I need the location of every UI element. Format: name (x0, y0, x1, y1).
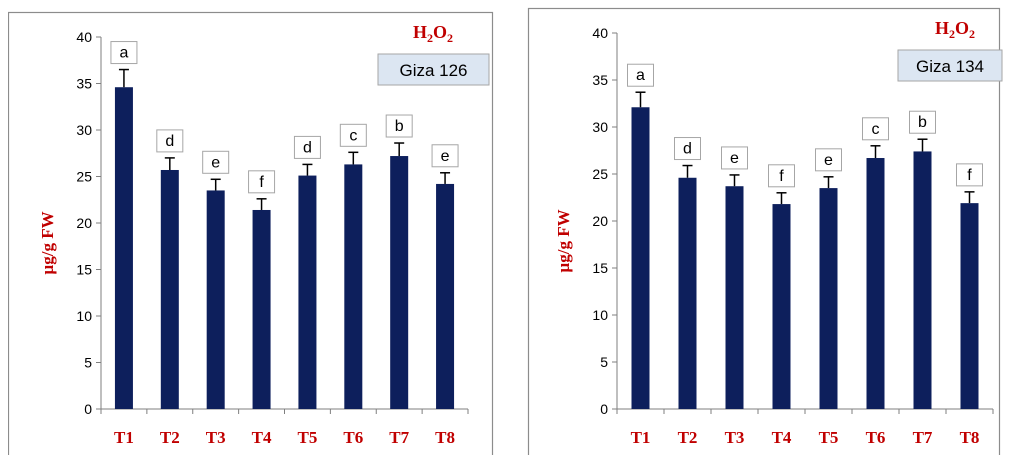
x-tick-label: T8 (960, 428, 980, 447)
bar-t5 (298, 175, 317, 409)
significance-letter: b (918, 114, 927, 131)
significance-letter: d (165, 133, 174, 150)
significance-box (815, 148, 842, 172)
cultivar-label: Giza 134 (916, 57, 984, 76)
bar-t3 (206, 190, 225, 409)
bar-t2 (160, 169, 179, 409)
bar-chart-giza-126: 0 5 10 15 20 25 30 35 40 µg/g FW a T1 d T2 e T3 f T4 d T5 c T… (8, 11, 494, 455)
bar-t7 (913, 151, 932, 409)
significance-letter: d (303, 139, 312, 156)
cultivar-label: Giza 126 (399, 61, 467, 80)
y-tick-label: 40 (592, 25, 608, 41)
chart-title: H2O2 (935, 18, 975, 41)
chart-frame (527, 7, 1001, 455)
y-tick-label: 5 (600, 354, 608, 370)
x-tick-label: T2 (160, 428, 180, 447)
significance-box (627, 63, 654, 87)
significance-box (202, 150, 230, 174)
y-tick-label: 15 (592, 260, 608, 276)
x-tick-label: T1 (631, 428, 651, 447)
bar-t1 (114, 87, 133, 409)
significance-letter: e (824, 152, 833, 169)
significance-letter: b (395, 118, 404, 135)
y-tick-label: 20 (76, 215, 92, 231)
x-tick-label: T7 (389, 428, 409, 447)
y-tick-label: 10 (76, 308, 92, 324)
significance-box (431, 144, 459, 168)
chart-panel-giza-134: 0 5 10 15 20 25 30 35 40 µg/g FW a T1 d T2 e T3 f T4 e T5 c T… (520, 0, 1008, 455)
y-tick-label: 15 (76, 262, 92, 278)
bar-t1 (631, 107, 650, 409)
significance-letter: e (730, 150, 739, 167)
bar-t2 (678, 177, 697, 409)
x-tick-label: T5 (298, 428, 318, 447)
significance-box (956, 163, 983, 187)
x-tick-label: T7 (913, 428, 933, 447)
chart-panel-giza-126: 0 5 10 15 20 25 30 35 40 µg/g FW a T1 d T2 e T3 f T4 d T5 c T… (8, 0, 496, 455)
y-tick-label: 35 (76, 76, 92, 92)
y-tick-label: 0 (600, 401, 608, 417)
significance-box (909, 110, 936, 134)
y-tick-label: 40 (76, 29, 92, 45)
y-tick-label: 25 (592, 166, 608, 182)
bar-t6 (866, 158, 885, 409)
bar-t8 (436, 183, 455, 409)
significance-letter: f (779, 168, 784, 185)
significance-box (768, 164, 795, 188)
cultivar-badge (377, 53, 490, 86)
significance-letter: e (441, 148, 450, 165)
x-tick-label: T2 (678, 428, 698, 447)
bar-t8 (960, 203, 979, 409)
y-tick-label: 35 (592, 72, 608, 88)
x-tick-label: T3 (206, 428, 226, 447)
y-tick-label: 30 (592, 119, 608, 135)
significance-box (339, 123, 367, 147)
y-tick-label: 5 (84, 355, 92, 371)
y-tick-label: 25 (76, 169, 92, 185)
significance-letter: a (636, 67, 645, 84)
significance-box (862, 117, 889, 141)
significance-letter: c (349, 127, 357, 144)
significance-box (110, 41, 138, 65)
x-tick-label: T4 (252, 428, 272, 447)
significance-letter: c (872, 121, 880, 138)
y-tick-label: 10 (592, 307, 608, 323)
x-tick-label: T1 (114, 428, 134, 447)
x-tick-label: T6 (866, 428, 886, 447)
significance-box (721, 146, 748, 170)
bar-t4 (772, 204, 791, 409)
y-axis-label: µg/g FW (554, 209, 573, 272)
y-axis-label: µg/g FW (38, 211, 57, 274)
x-tick-label: T4 (772, 428, 792, 447)
y-tick-label: 20 (592, 213, 608, 229)
significance-box (293, 135, 321, 159)
y-tick-label: 0 (84, 401, 92, 417)
x-tick-label: T5 (819, 428, 839, 447)
chart-frame (8, 11, 494, 455)
x-tick-label: T6 (343, 428, 363, 447)
significance-box (156, 129, 184, 153)
bar-chart-giza-134: 0 5 10 15 20 25 30 35 40 µg/g FW a T1 d T2 e T3 f T4 e T5 c T… (527, 7, 1003, 455)
significance-letter: f (967, 167, 972, 184)
x-tick-label: T3 (725, 428, 745, 447)
bar-t7 (390, 156, 409, 409)
significance-letter: e (211, 154, 220, 171)
significance-letter: d (683, 141, 692, 158)
bar-t3 (725, 186, 744, 409)
chart-title: H2O2 (413, 22, 453, 45)
significance-box (674, 137, 701, 161)
x-tick-label: T8 (435, 428, 455, 447)
significance-letter: a (119, 45, 128, 62)
bar-t5 (819, 188, 838, 409)
bar-t6 (344, 164, 363, 409)
bar-t4 (252, 209, 271, 409)
cultivar-badge (897, 49, 1003, 82)
significance-box (248, 170, 276, 194)
significance-letter: f (259, 174, 264, 191)
y-tick-label: 30 (76, 122, 92, 138)
significance-box (385, 114, 413, 138)
